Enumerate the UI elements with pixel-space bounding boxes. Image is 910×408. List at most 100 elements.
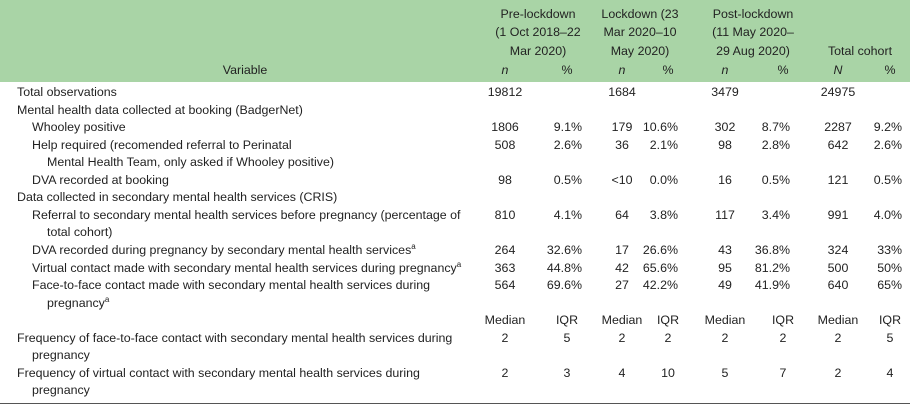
cell: 33% [877, 242, 902, 257]
cell: 0.5% [873, 172, 902, 187]
group-header: Mar 2020) [509, 44, 567, 58]
footnote-marker: a [104, 294, 110, 304]
row-label: DVA recorded during pregnancy by seconda… [32, 241, 416, 257]
cell: 2.1% [649, 137, 678, 152]
cell: 5 [563, 330, 571, 345]
cell: 0.5% [553, 172, 582, 187]
cell: 2 [834, 330, 842, 345]
cell: 3.4% [761, 207, 790, 222]
subheader: IQR [771, 313, 795, 328]
cell: 2 [501, 365, 509, 380]
subheader: N [833, 63, 843, 77]
group-header: May 2020) [610, 44, 670, 58]
group-header: Pre-lockdown [500, 7, 576, 21]
row-label: Whooley positive [32, 120, 126, 135]
cell: 5 [886, 330, 894, 345]
cell: 65.6% [642, 260, 678, 275]
cell: 2 [779, 330, 787, 345]
cell: 264 [494, 242, 516, 257]
cell: 500 [827, 260, 849, 275]
cell: 4.0% [873, 207, 902, 222]
cell: 2 [664, 330, 672, 345]
cell: 5 [721, 365, 729, 380]
cell: 640 [827, 278, 849, 293]
cell: 3479 [711, 85, 739, 99]
cell: 50% [877, 260, 902, 275]
cell: 8.7% [761, 120, 790, 135]
row-label: Frequency of face-to-face contact with s… [17, 330, 453, 345]
cell: <10 [611, 172, 633, 187]
subheader: IQR [878, 313, 902, 328]
cell: 81.2% [754, 260, 790, 275]
subheader: % [662, 63, 674, 77]
cell: 32.6% [546, 242, 582, 257]
cell: 564 [494, 278, 516, 293]
cell: 41.9% [754, 278, 790, 293]
variable-header: Variable [222, 63, 268, 77]
cell: 65% [877, 278, 902, 293]
cell: 43 [718, 242, 732, 257]
cell: 3.8% [649, 207, 678, 222]
row-label: Referral to secondary mental health serv… [32, 207, 461, 222]
cell: 24975 [820, 85, 856, 99]
cell: 2 [834, 365, 842, 380]
row-label: Total observations [17, 85, 117, 99]
cell: 17 [615, 242, 629, 257]
subheader: Median [601, 313, 643, 328]
cell: 2.6% [553, 137, 582, 152]
row-label: Mental health data collected at booking … [17, 102, 303, 117]
cell: 117 [715, 207, 735, 222]
group-header: Lockdown (23 [601, 7, 679, 21]
cell: 36.8% [754, 242, 790, 257]
bottom-rule [0, 403, 910, 404]
cell: 64 [615, 207, 629, 222]
row-label: DVA recorded at booking [32, 172, 169, 187]
cell: 121 [827, 172, 849, 187]
cell: 42.2% [642, 278, 678, 293]
row-label: Face-to-face contact made with secondary… [32, 278, 431, 293]
cell: 2 [618, 330, 626, 345]
subheader: Median [704, 313, 746, 328]
cell: 2.6% [873, 137, 902, 152]
cell: 991 [827, 207, 849, 222]
cell: 3 [563, 365, 571, 380]
subheader: % [561, 63, 573, 77]
row-label: Data collected in secondary mental healt… [17, 190, 338, 205]
cell: 4.1% [553, 207, 582, 222]
cell: 179 [611, 120, 633, 135]
cell: 10 [661, 365, 675, 380]
group-header: Mar 2020–10 [603, 25, 677, 39]
row-label: total cohort) [47, 225, 113, 240]
group-header: (11 May 2020– [712, 25, 794, 39]
subheader: Median [484, 313, 526, 328]
cell: 10.6% [642, 120, 678, 135]
cell: 19812 [487, 85, 523, 99]
cell: 98 [498, 172, 512, 187]
subheader: n [721, 63, 729, 77]
cell: 0.5% [761, 172, 790, 187]
cell: 49 [718, 278, 732, 293]
footnote-marker: a [456, 259, 462, 269]
cell: 36 [615, 137, 629, 152]
row-label: pregnancy [32, 348, 90, 363]
subheader: IQR [555, 313, 579, 328]
footnote-marker: a [411, 241, 416, 251]
row-label: pregnancy [32, 383, 90, 398]
cell: 1806 [491, 120, 519, 135]
cell: 508 [494, 137, 516, 152]
header-background [0, 0, 910, 82]
row-label: Mental Health Team, only asked if Whoole… [47, 155, 334, 170]
group-header: 29 Aug 2020) [716, 44, 790, 58]
subheader: % [884, 63, 896, 77]
group-header: Total cohort [827, 44, 893, 58]
group-header: (1 Oct 2018–22 [495, 25, 581, 39]
cell: 98 [718, 137, 732, 152]
cell: 642 [827, 137, 849, 152]
cell: 95 [718, 260, 732, 275]
row-label: Virtual contact made with secondary ment… [32, 259, 462, 275]
cell: 2287 [824, 120, 852, 135]
subheader: n [618, 63, 626, 77]
cell: 9.1% [553, 120, 582, 135]
cell: 2 [501, 330, 509, 345]
